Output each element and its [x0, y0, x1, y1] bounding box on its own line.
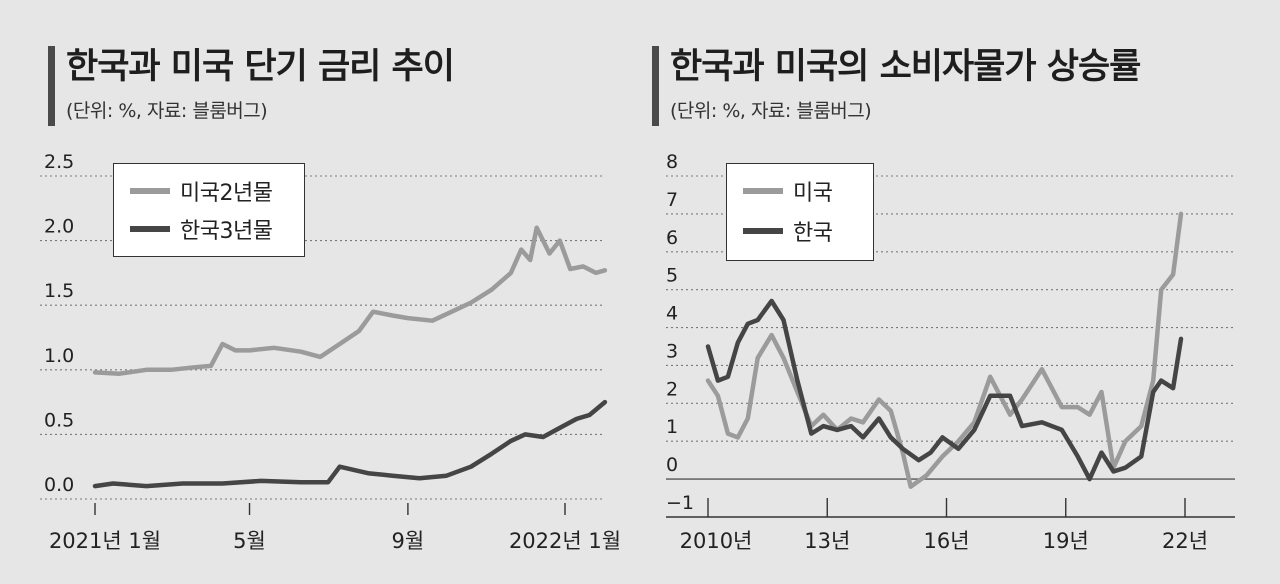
y-tick-label: 0.0 — [44, 474, 74, 496]
chart-title: 한국과 미국 단기 금리 추이 — [66, 47, 455, 87]
x-tick-label: 16년 — [923, 529, 969, 553]
series-line-us — [92, 225, 608, 376]
y-tick-label: 5 — [666, 265, 678, 287]
chart-legend: 미국2년물 한국3년물 — [113, 163, 305, 257]
y-tick-label: 3 — [666, 340, 678, 362]
legend-swatch-kr — [743, 228, 783, 234]
legend-label-kr: 한국3년물 — [180, 219, 273, 244]
title-accent-bar — [48, 46, 55, 126]
x-tick-label: 2022년 1월 — [509, 529, 621, 553]
legend-item-us: 미국 — [743, 176, 833, 206]
y-tick-label: −1 — [666, 492, 694, 514]
y-tick-label: 7 — [666, 189, 678, 211]
cpi-panel: 한국과 미국의 소비자물가 상승률 (단위: %, 자료: 블룸버그) −1 0 1… — [640, 0, 1280, 584]
y-tick-label: 2.5 — [44, 151, 74, 173]
y-tick-label: 0.5 — [44, 409, 74, 431]
series-line-kr — [92, 399, 608, 489]
y-tick-label: 1.5 — [44, 280, 74, 302]
legend-label-kr: 한국 — [793, 221, 833, 246]
legend-swatch-us — [130, 188, 170, 194]
interest-rate-panel: 한국과 미국 단기 금리 추이 (단위: %, 자료: 블룸버그) 0.0 0.5… — [40, 46, 621, 553]
legend-item-us: 미국2년물 — [130, 176, 273, 206]
interest-rate-chart: 0.0 0.5 1.0 1.5 2.0 2.5 2021년 1월 5월 9월 2022년 1월 — [40, 151, 621, 553]
legend-label-us: 미국2년물 — [180, 181, 273, 206]
legend-item-kr: 한국 — [743, 216, 833, 246]
cpi-chart: −1 0 1 2 3 4 5 6 7 8 2010년 13년 16년 19년 22년 — [666, 151, 1235, 553]
legend-swatch-kr — [130, 226, 170, 232]
y-tick-label: 2.0 — [44, 216, 74, 238]
legend-label-us: 미국 — [793, 181, 833, 206]
x-tick-label: 9월 — [392, 529, 425, 553]
title-accent-bar — [652, 46, 659, 126]
series-line-kr — [705, 298, 1184, 482]
y-tick-label: 1.0 — [44, 345, 74, 367]
x-tick-label: 2021년 1월 — [49, 529, 161, 553]
chart-title: 한국과 미국의 소비자물가 상승률 — [670, 47, 1141, 87]
legend-item-kr: 한국3년물 — [130, 214, 273, 244]
legend-swatch-us — [743, 188, 783, 194]
chart-legend: 미국 한국 — [726, 163, 874, 261]
y-tick-label: 4 — [666, 303, 678, 325]
x-tick-label: 2010년 — [680, 529, 753, 553]
y-tick-label: 0 — [666, 454, 678, 476]
y-tick-label: 6 — [666, 227, 678, 249]
y-tick-label: 2 — [666, 378, 678, 400]
y-tick-label: 8 — [666, 151, 678, 173]
x-tick-label: 5월 — [233, 529, 266, 553]
chart-subtitle: (단위: %, 자료: 블룸버그) — [66, 100, 268, 122]
y-tick-label: 1 — [666, 416, 678, 438]
x-tick-label: 22년 — [1162, 529, 1208, 553]
x-tick-label: 13년 — [804, 529, 850, 553]
x-tick-label: 19년 — [1043, 529, 1089, 553]
chart-subtitle: (단위: %, 자료: 블룸버그) — [670, 100, 872, 122]
